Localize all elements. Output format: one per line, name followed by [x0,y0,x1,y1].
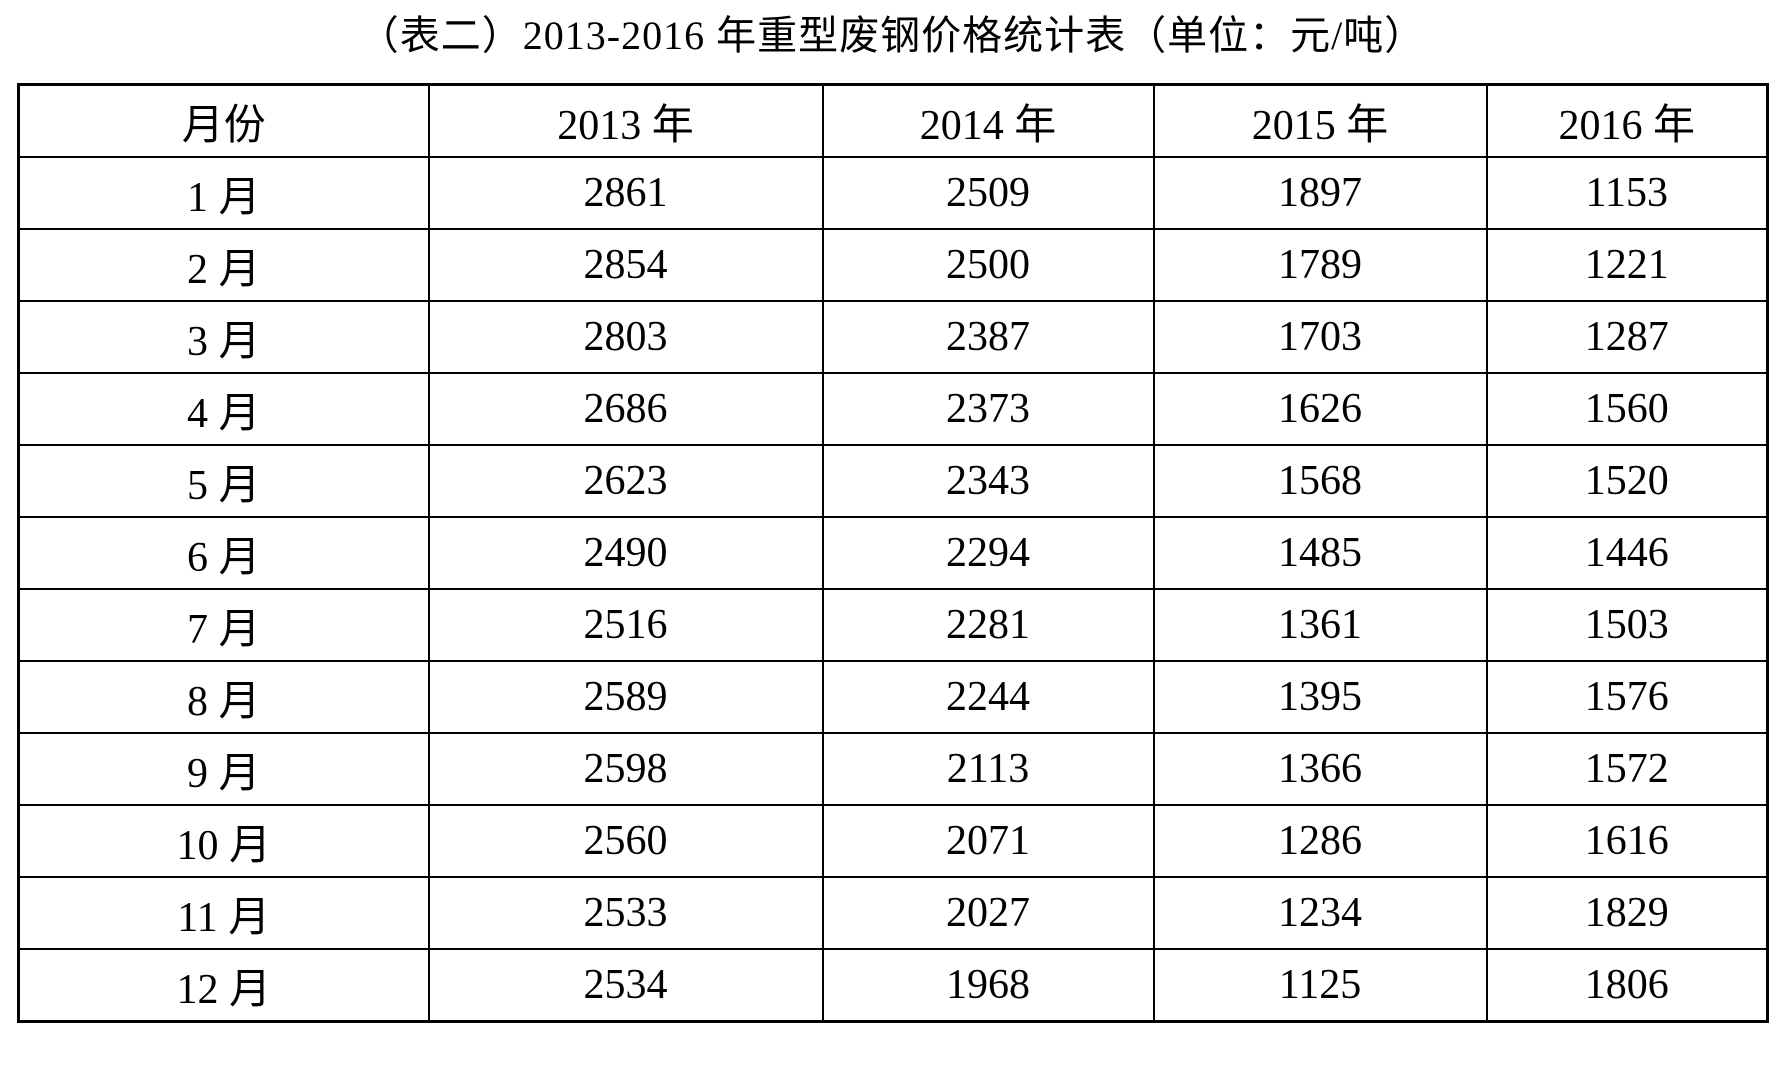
price-cell: 1234 [1152,876,1488,950]
price-cell: 1366 [1152,732,1488,806]
table-row: 9 月 2598 2113 1366 1572 [17,732,1769,806]
price-cell: 2294 [821,516,1155,590]
price-cell: 1568 [1152,444,1488,518]
table-row: 10 月 2560 2071 1286 1616 [17,804,1769,878]
table-row: 5 月 2623 2343 1568 1520 [17,444,1769,518]
price-cell: 1829 [1485,876,1769,950]
month-cell: 4 月 [17,372,430,446]
price-cell: 2533 [427,876,824,950]
month-cell: 2 月 [17,228,430,302]
table-row: 1 月 2861 2509 1897 1153 [17,156,1769,230]
price-cell: 1789 [1152,228,1488,302]
price-cell: 2343 [821,444,1155,518]
price-cell: 2244 [821,660,1155,734]
table-row: 11 月 2533 2027 1234 1829 [17,876,1769,950]
price-cell: 2500 [821,228,1155,302]
table-row: 7 月 2516 2281 1361 1503 [17,588,1769,662]
price-cell: 2071 [821,804,1155,878]
price-cell: 2387 [821,300,1155,374]
price-cell: 2027 [821,876,1155,950]
price-cell: 2373 [821,372,1155,446]
price-cell: 2490 [427,516,824,590]
price-cell: 2598 [427,732,824,806]
price-cell: 1616 [1485,804,1769,878]
table-row: 6 月 2490 2294 1485 1446 [17,516,1769,590]
price-cell: 1503 [1485,588,1769,662]
month-cell: 3 月 [17,300,430,374]
price-cell: 2686 [427,372,824,446]
price-cell: 1626 [1152,372,1488,446]
month-cell: 6 月 [17,516,430,590]
price-cell: 2560 [427,804,824,878]
price-cell: 2281 [821,588,1155,662]
column-header-year: 2015 年 [1152,83,1488,158]
price-cell: 1221 [1485,228,1769,302]
table-row: 2 月 2854 2500 1789 1221 [17,228,1769,302]
price-cell: 2113 [821,732,1155,806]
price-cell: 1560 [1485,372,1769,446]
price-cell: 1153 [1485,156,1769,230]
month-cell: 11 月 [17,876,430,950]
column-header-year: 2013 年 [427,83,824,158]
price-cell: 1520 [1485,444,1769,518]
price-cell: 1361 [1152,588,1488,662]
month-cell: 8 月 [17,660,430,734]
price-cell: 1572 [1485,732,1769,806]
month-cell: 10 月 [17,804,430,878]
column-header-year: 2016 年 [1485,83,1769,158]
price-cell: 1287 [1485,300,1769,374]
month-cell: 7 月 [17,588,430,662]
price-cell: 1703 [1152,300,1488,374]
table-row: 3 月 2803 2387 1703 1287 [17,300,1769,374]
price-cell: 1485 [1152,516,1488,590]
column-header-month: 月份 [17,83,430,158]
table-row: 4 月 2686 2373 1626 1560 [17,372,1769,446]
price-cell: 2534 [427,948,824,1023]
table-title: （表二）2013-2016 年重型废钢价格统计表（单位：元/吨） [358,13,1426,58]
price-cell: 2516 [427,588,824,662]
price-cell: 2803 [427,300,824,374]
price-cell: 2861 [427,156,824,230]
price-cell: 2589 [427,660,824,734]
price-cell: 1576 [1485,660,1769,734]
column-header-year: 2014 年 [821,83,1155,158]
month-cell: 1 月 [17,156,430,230]
month-cell: 9 月 [17,732,430,806]
price-table: 月份 2013 年 2014 年 2015 年 2016 年 1 月 2861 2509 18… [17,83,1769,1023]
table-row: 12 月 2534 1968 1125 1806 [17,948,1769,1023]
month-cell: 12 月 [17,948,430,1023]
table-row: 8 月 2589 2244 1395 1576 [17,660,1769,734]
price-cell: 2509 [821,156,1155,230]
price-cell: 1806 [1485,948,1769,1023]
header-row: 月份 2013 年 2014 年 2015 年 2016 年 [17,83,1769,158]
price-cell: 1395 [1152,660,1488,734]
price-cell: 1125 [1152,948,1488,1023]
price-cell: 1286 [1152,804,1488,878]
price-cell: 1968 [821,948,1155,1023]
price-cell: 1897 [1152,156,1488,230]
month-cell: 5 月 [17,444,430,518]
price-cell: 2623 [427,444,824,518]
price-cell: 1446 [1485,516,1769,590]
price-cell: 2854 [427,228,824,302]
